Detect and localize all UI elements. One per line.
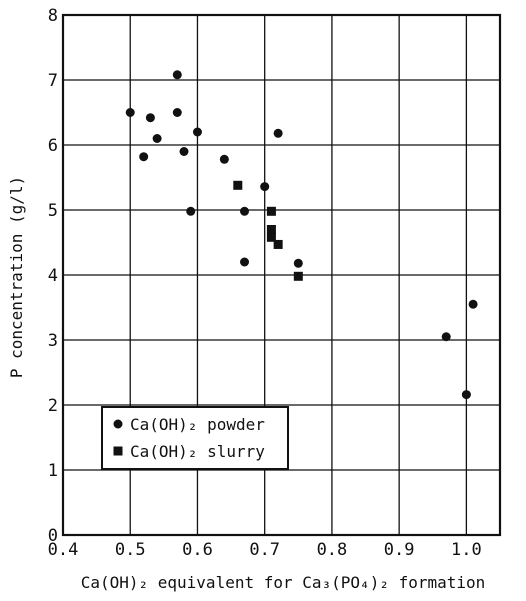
- powder-point: [139, 152, 149, 162]
- legend-square-marker: [113, 446, 123, 456]
- x-tick-label: 0.5: [115, 540, 146, 560]
- x-tick-labels: 0.4 0.5 0.6 0.7 0.8 0.9 1.0: [48, 540, 482, 560]
- powder-point: [186, 206, 196, 216]
- slurry-point: [273, 239, 283, 249]
- powder-point: [461, 390, 471, 400]
- powder-point: [192, 127, 202, 137]
- plot-frame: [61, 13, 502, 537]
- x-tick-label: 0.7: [249, 540, 280, 560]
- y-tick-label: 5: [48, 201, 58, 221]
- powder-point: [260, 182, 270, 192]
- powder-point: [145, 113, 155, 123]
- x-tick-label: 0.9: [384, 540, 415, 560]
- powder-point: [293, 258, 303, 268]
- slurry-point: [233, 180, 243, 190]
- y-tick-label: 2: [48, 396, 58, 416]
- legend-box: [101, 406, 289, 470]
- legend-circle-marker: [113, 419, 123, 429]
- slurry-point: [293, 271, 303, 281]
- legend: Ca(OH)₂ powder Ca(OH)₂ slurry: [101, 406, 289, 470]
- y-tick-label: 3: [48, 331, 58, 351]
- powder-point: [125, 108, 135, 117]
- x-tick-label: 0.6: [182, 540, 213, 560]
- y-tick-label: 4: [48, 266, 58, 286]
- powder-point: [441, 332, 451, 342]
- powder-point: [179, 147, 189, 156]
- x-tick-label: 0.4: [48, 540, 79, 560]
- y-axis-label: P concentration (g/l): [7, 176, 26, 378]
- y-tick-label: 0: [48, 526, 58, 546]
- powder-point: [240, 257, 250, 267]
- slurry-point: [266, 232, 276, 242]
- powder-point: [152, 134, 162, 143]
- y-tick-labels: 0 1 2 3 4 5 6 7 8: [48, 6, 58, 546]
- slurry-point: [266, 225, 276, 234]
- y-tick-label: 7: [48, 71, 58, 91]
- plot-border: [61, 13, 502, 537]
- powder-point: [172, 108, 182, 117]
- y-tick-label: 6: [48, 136, 58, 156]
- x-tick-label: 0.8: [317, 540, 348, 560]
- legend-label-powder: Ca(OH)₂ powder: [130, 415, 265, 434]
- legend-label-slurry: Ca(OH)₂ slurry: [130, 442, 265, 461]
- powder-point: [240, 206, 250, 216]
- data-points: [125, 70, 478, 400]
- x-axis-label: Ca(OH)₂ equivalent for Ca₃(PO₄)₂ formati…: [81, 573, 486, 592]
- y-tick-label: 8: [48, 6, 58, 26]
- powder-point: [468, 299, 478, 309]
- powder-point: [172, 70, 182, 80]
- y-tick-label: 1: [48, 461, 58, 481]
- slurry-point: [266, 206, 276, 216]
- grid-lines: [63, 15, 500, 535]
- x-tick-label: 1.0: [451, 540, 482, 560]
- powder-point: [273, 128, 283, 138]
- powder-point: [219, 154, 229, 164]
